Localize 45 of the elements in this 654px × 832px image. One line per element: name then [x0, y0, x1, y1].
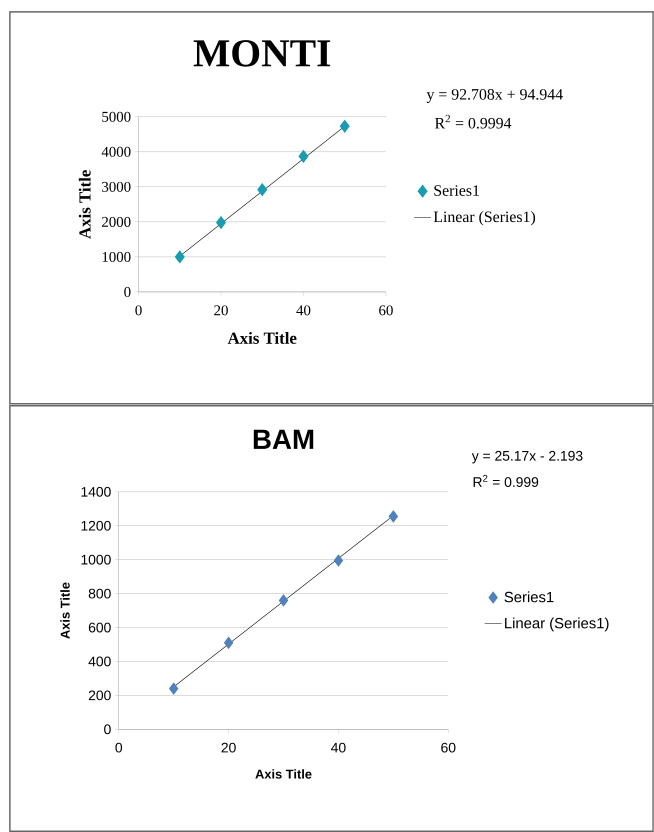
point	[216, 216, 226, 230]
y-tick-label: 1200	[82, 520, 111, 531]
y-tick-label: 2000	[102, 216, 131, 227]
point	[388, 510, 398, 523]
point	[257, 183, 268, 196]
y-axis-title: Axis Title	[78, 170, 91, 239]
point	[298, 150, 309, 163]
y-tick-label: 200	[88, 690, 111, 700]
legend-label: Series1	[504, 591, 554, 602]
chart-title: MONTI	[194, 40, 330, 67]
x-tick-label: 20	[214, 305, 228, 316]
y-tick-label: 600	[88, 622, 111, 632]
y-tick-label: 0	[104, 724, 111, 734]
y-tick-label: 1000	[102, 252, 131, 262]
x-tick-label: 40	[296, 305, 310, 316]
point	[334, 554, 344, 567]
point	[169, 682, 178, 695]
text: y = 25.17x - 2.193	[472, 450, 583, 464]
x-axis-title: Axis Title	[228, 332, 297, 344]
legend-label: Linear (Series1)	[434, 211, 536, 226]
text: R$^{2}$ = 0.9994	[435, 114, 512, 129]
legend-label: Series1	[434, 185, 480, 196]
text: R$^{2}$ = 0.999	[474, 474, 538, 487]
x-tick-label: 60	[379, 305, 393, 316]
x-tick-label: 60	[441, 742, 456, 753]
point	[278, 594, 288, 607]
y-tick-label: 4000	[102, 146, 131, 157]
text: y = 92.708x + 94.944	[426, 89, 563, 103]
legend-label: Linear (Series1)	[505, 618, 609, 632]
point	[340, 120, 350, 133]
point	[174, 250, 185, 264]
x-tick-label: 40	[331, 742, 346, 753]
y-tick-label: 1400	[82, 486, 111, 497]
y-tick-label: 5000	[102, 112, 131, 122]
point	[224, 636, 234, 649]
x-tick-label: 0	[135, 305, 142, 316]
y-tick-label: 1000	[82, 554, 111, 565]
x-tick-label: 20	[222, 742, 236, 753]
y-tick-label: 3000	[102, 182, 131, 192]
y-tick-label: 0	[124, 286, 131, 297]
y-axis-title: Axis Title	[60, 582, 70, 639]
y-tick-label: 800	[88, 588, 111, 599]
x-axis-title: Axis Title	[255, 769, 312, 779]
y-tick-label: 400	[88, 656, 111, 666]
chart-title: BAM	[254, 430, 314, 449]
